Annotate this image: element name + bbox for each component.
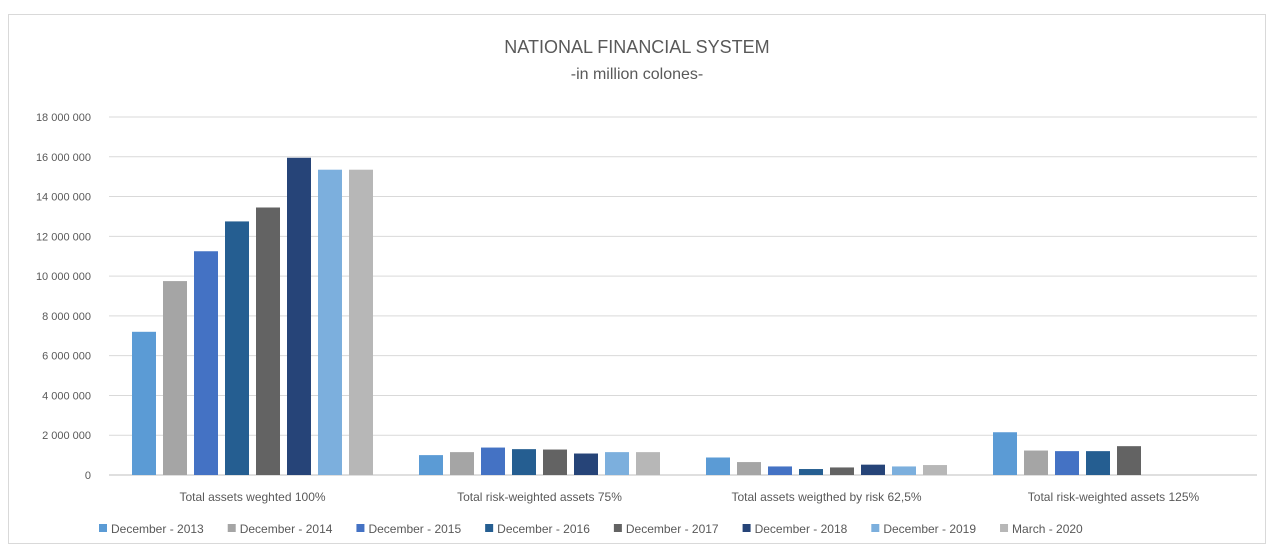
bar [605,452,629,475]
y-tick-label: 18 000 000 [36,112,91,124]
bar [892,466,916,475]
legend-swatch [99,524,107,532]
bar [737,462,761,475]
bar [574,453,598,475]
y-tick-label: 8 000 000 [42,311,91,323]
bar [1024,450,1048,475]
bar [349,169,373,475]
legend: December - 2013 December - 2014 December -… [99,522,1083,536]
bar [768,466,792,475]
bar [1055,451,1079,475]
y-tick-label: 4 000 000 [42,390,91,402]
legend-label: December - 2018 [755,522,848,536]
bar [1086,451,1110,475]
bar [481,447,505,475]
bar [132,331,156,475]
chart-subtitle: -in million colones- [571,66,704,83]
x-category-label: Total assets weghted 100% [179,490,325,504]
legend-swatch [227,524,236,532]
chart-container: NATIONAL FINANCIAL SYSTEM -in million co… [8,14,1266,544]
bar [1117,446,1141,475]
x-category-label: Total risk-weighted assets 125% [1028,490,1200,504]
bar [830,467,854,475]
y-axis-ticks: 0 2 000 000 4 000 000 6 000 000 8 000 000 10 … [36,112,91,482]
bar [225,221,249,475]
bar [287,157,311,475]
y-tick-label: 2 000 000 [42,430,91,442]
legend-swatch [742,524,751,532]
bar [636,452,660,475]
bar [163,281,187,475]
bar [861,464,885,475]
bar [923,465,947,475]
y-tick-label: 12 000 000 [36,231,91,243]
legend-swatch [356,524,365,532]
legend-swatch [871,524,880,532]
x-category-label: Total risk-weighted assets 75% [457,490,622,504]
y-tick-label: 0 [85,470,91,482]
chart-canvas: NATIONAL FINANCIAL SYSTEM -in million co… [36,37,1257,536]
bars [132,157,1141,475]
bar [419,455,443,475]
gridlines [109,116,1257,476]
x-axis-categories: Total assets weghted 100% Total risk-weig… [179,490,1199,504]
legend-label: December - 2017 [626,522,719,536]
y-tick-label: 14 000 000 [36,192,91,204]
legend-label: December - 2014 [240,522,333,536]
legend-label: December - 2019 [883,522,976,536]
x-category-label: Total assets weigthed by risk 62,5% [731,490,921,504]
bar [194,251,218,475]
bar [512,449,536,475]
legend-swatch [1000,524,1009,532]
y-tick-label: 6 000 000 [42,351,91,363]
bar [318,169,342,475]
legend-label: December - 2015 [368,522,461,536]
chart-title: NATIONAL FINANCIAL SYSTEM [504,37,769,57]
bar [256,207,280,475]
legend-label: March - 2020 [1012,522,1083,536]
bar [799,469,823,475]
legend-swatch [613,524,622,532]
y-tick-label: 16 000 000 [36,152,91,164]
legend-label: December - 2016 [497,522,590,536]
bar [450,452,474,475]
legend-label: December - 2013 [111,522,204,536]
bar [543,449,567,475]
legend-swatch [485,524,494,532]
bar [706,457,730,475]
y-tick-label: 10 000 000 [36,271,91,283]
bar [993,432,1017,475]
